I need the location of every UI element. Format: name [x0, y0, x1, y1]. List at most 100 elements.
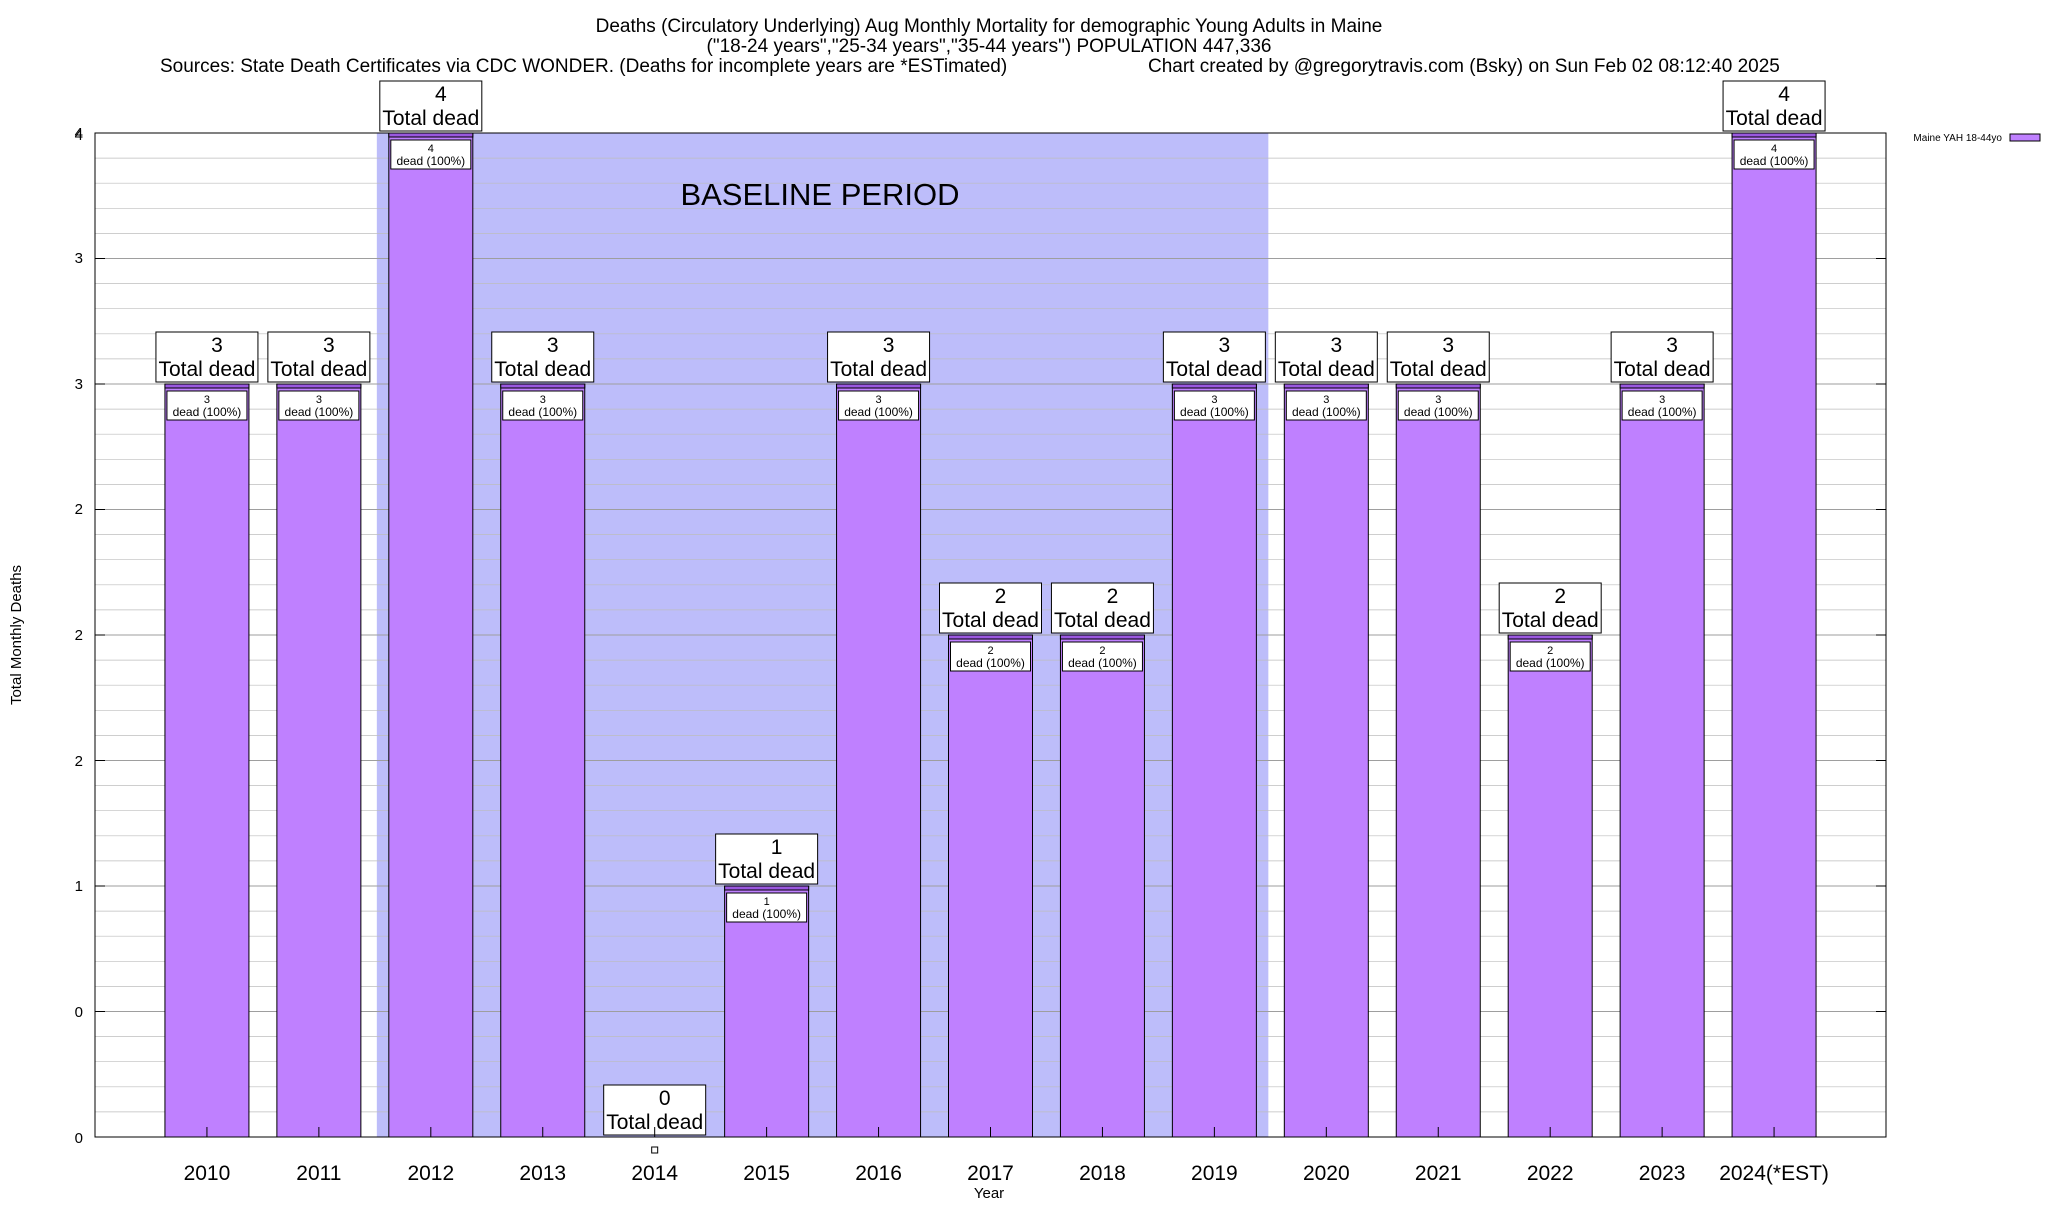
bar-cap [724, 885, 810, 891]
bar [1731, 132, 1817, 1138]
chart-title-line-2: ("18-24 years","25-34 years","35-44 year… [707, 36, 1272, 57]
inner-label-value: 2 [1547, 645, 1553, 657]
inner-label-box [166, 390, 248, 421]
total-label-value: 3 [547, 334, 559, 357]
bar-cap [948, 634, 1033, 640]
total-label-box [1050, 582, 1154, 634]
inner-label-value: 3 [1435, 394, 1441, 406]
x-tick-label: 2019 [1191, 1162, 1238, 1185]
y-tick-label: 2 [75, 753, 83, 770]
bar-cap [836, 383, 922, 389]
legend-label: Maine YAH 18-44yo [1913, 133, 2002, 144]
bar-cap [1283, 383, 1369, 389]
total-label-box [1498, 582, 1602, 634]
total-label-text: Total dead [830, 358, 927, 381]
chart-sources: Sources: State Death Certificates via CD… [160, 56, 1007, 77]
y-tick-label: 4 [75, 127, 83, 144]
inner-label-text: dead (100%) [844, 405, 913, 419]
x-tick-label: 2017 [967, 1162, 1014, 1185]
inner-label-box [1733, 139, 1815, 170]
bar-cap [500, 383, 586, 389]
total-label-box [939, 582, 1042, 634]
legend-swatch [2009, 133, 2041, 142]
total-label-value: 2 [995, 585, 1007, 608]
y-tick-label: 3 [75, 250, 83, 267]
inner-label-box [1173, 390, 1255, 421]
total-label-text: Total dead [1054, 609, 1151, 632]
bar-cap [1171, 383, 1257, 389]
inner-label-text: dead (100%) [508, 405, 577, 419]
total-label-text: Total dead [158, 358, 255, 381]
x-tick-label: 2020 [1303, 1162, 1350, 1185]
total-label-value: 3 [211, 334, 223, 357]
total-label-text: Total dead [1278, 358, 1375, 381]
bar [948, 634, 1033, 1138]
bar [1059, 634, 1145, 1138]
y-tick-label: 1 [75, 878, 83, 895]
total-label-value: 4 [435, 83, 447, 106]
x-tick-label: 2013 [519, 1162, 566, 1185]
bar [724, 885, 810, 1138]
total-label-text: Total dead [718, 860, 815, 883]
zero-bar-marker [651, 1146, 659, 1154]
total-label-value: 3 [1219, 334, 1231, 357]
inner-label-box [1509, 641, 1591, 672]
total-label-value: 0 [659, 1087, 671, 1110]
total-label-text: Total dead [270, 358, 367, 381]
y-axis-label: Total Monthly Deaths [8, 565, 25, 705]
inner-label-value: 2 [987, 645, 993, 657]
total-label-box [491, 331, 595, 383]
inner-label-text: dead (100%) [1180, 405, 1249, 419]
bar [1283, 383, 1369, 1138]
baseline-label: BASELINE PERIOD [680, 177, 959, 212]
bar-cap [1619, 383, 1705, 389]
total-label-box [155, 331, 259, 383]
inner-label-text: dead (100%) [1628, 405, 1697, 419]
x-tick-label: 2016 [855, 1162, 902, 1185]
inner-label-box [1621, 390, 1703, 421]
total-label-text: Total dead [606, 1111, 703, 1134]
x-tick-label: 2015 [743, 1162, 790, 1185]
total-label-text: Total dead [1614, 358, 1711, 381]
inner-label-value: 3 [1323, 394, 1329, 406]
inner-label-text: dead (100%) [173, 405, 242, 419]
bar [1395, 383, 1481, 1138]
x-tick-label: 2023 [1639, 1162, 1686, 1185]
total-label-box [827, 331, 931, 383]
bar [388, 132, 474, 1138]
total-label-text: Total dead [1502, 609, 1599, 632]
total-label-value: 2 [1107, 585, 1119, 608]
inner-label-box [1061, 641, 1143, 672]
bar-cap [388, 132, 474, 138]
total-label-box [1386, 331, 1490, 383]
inner-label-value: 3 [1659, 394, 1665, 406]
total-label-box [1610, 331, 1714, 383]
inner-label-value: 4 [1771, 143, 1777, 155]
inner-label-value: 3 [204, 394, 210, 406]
bar [1619, 383, 1705, 1138]
inner-label-value: 3 [876, 394, 882, 406]
total-label-text: Total dead [494, 358, 591, 381]
inner-label-box [502, 390, 584, 421]
x-tick-label: 2012 [407, 1162, 454, 1185]
total-label-text: Total dead [1166, 358, 1263, 381]
inner-label-text: dead (100%) [1516, 656, 1585, 670]
y-tick-label: 0 [75, 1130, 83, 1147]
bar-cap [1059, 634, 1145, 640]
inner-label-text: dead (100%) [285, 405, 354, 419]
inner-label-box [390, 139, 472, 170]
inner-label-value: 1 [764, 896, 770, 908]
chart-credit: Chart created by @gregorytravis.com (Bsk… [1148, 56, 1780, 77]
inner-label-text: dead (100%) [396, 154, 465, 168]
total-label-box [379, 80, 483, 132]
chart-title-line-1: Deaths (Circulatory Underlying) Aug Mont… [596, 16, 1383, 37]
y-tick-label: 4 [75, 125, 83, 142]
bar [276, 383, 362, 1138]
total-label-value: 3 [1442, 334, 1454, 357]
total-label-value: 3 [883, 334, 895, 357]
inner-label-value: 4 [428, 143, 434, 155]
x-tick-label: 2010 [184, 1162, 231, 1185]
plot-border [94, 132, 1887, 1138]
x-tick-label: 2021 [1415, 1162, 1462, 1185]
